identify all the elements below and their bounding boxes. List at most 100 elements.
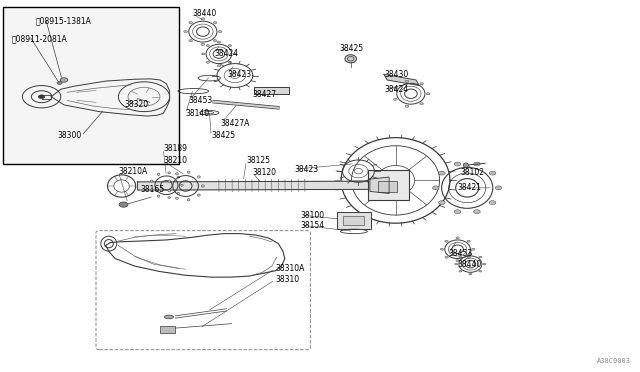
Circle shape <box>228 45 232 46</box>
Text: 38154: 38154 <box>301 221 325 230</box>
Circle shape <box>440 248 444 250</box>
Text: 38453: 38453 <box>189 96 213 105</box>
Ellipse shape <box>177 192 180 194</box>
Circle shape <box>217 41 221 43</box>
Circle shape <box>489 171 496 175</box>
Ellipse shape <box>202 185 204 187</box>
Text: 38425: 38425 <box>339 44 364 53</box>
Text: 38423: 38423 <box>294 165 319 174</box>
Circle shape <box>217 65 221 67</box>
Ellipse shape <box>168 172 170 174</box>
Circle shape <box>459 270 462 272</box>
FancyBboxPatch shape <box>337 212 371 229</box>
Circle shape <box>213 39 217 42</box>
Polygon shape <box>370 177 389 193</box>
Ellipse shape <box>164 315 173 319</box>
Circle shape <box>479 256 482 258</box>
Text: A38C0003: A38C0003 <box>596 358 630 364</box>
Circle shape <box>495 186 502 190</box>
Circle shape <box>454 162 461 166</box>
Circle shape <box>469 273 472 275</box>
Circle shape <box>438 201 445 205</box>
Circle shape <box>405 80 409 82</box>
Circle shape <box>479 270 482 272</box>
Text: 38165: 38165 <box>141 185 165 194</box>
Text: 38189: 38189 <box>163 144 187 153</box>
Circle shape <box>459 256 462 258</box>
Text: 38120: 38120 <box>253 169 277 177</box>
Circle shape <box>456 237 460 239</box>
Text: 38310A: 38310A <box>275 264 305 273</box>
Ellipse shape <box>463 163 468 167</box>
Text: 38140: 38140 <box>186 109 210 118</box>
Text: 38210A: 38210A <box>118 167 148 176</box>
Circle shape <box>433 186 439 190</box>
Text: 38427: 38427 <box>253 90 277 99</box>
Circle shape <box>206 61 209 63</box>
Text: 38424: 38424 <box>214 49 239 58</box>
FancyBboxPatch shape <box>254 87 289 94</box>
Circle shape <box>394 98 397 100</box>
Text: 38100: 38100 <box>301 211 325 219</box>
Polygon shape <box>384 74 419 86</box>
Circle shape <box>426 93 430 95</box>
Polygon shape <box>138 181 370 190</box>
Ellipse shape <box>168 190 171 192</box>
Ellipse shape <box>175 197 179 199</box>
Circle shape <box>456 260 460 262</box>
Circle shape <box>228 61 232 63</box>
Text: ⓝ08911-2081A: ⓝ08911-2081A <box>12 35 67 44</box>
Circle shape <box>455 263 458 265</box>
Text: 38453: 38453 <box>448 249 472 258</box>
Circle shape <box>489 201 496 205</box>
Text: 38210: 38210 <box>163 156 187 165</box>
Circle shape <box>189 39 193 42</box>
Text: 38423: 38423 <box>227 70 252 79</box>
Circle shape <box>420 103 424 105</box>
Circle shape <box>405 105 409 107</box>
Circle shape <box>469 253 472 255</box>
Text: 38440: 38440 <box>458 260 482 269</box>
Ellipse shape <box>187 171 190 173</box>
Text: 38421: 38421 <box>458 183 481 192</box>
FancyBboxPatch shape <box>378 181 397 192</box>
Text: 38425: 38425 <box>211 131 236 140</box>
Circle shape <box>202 53 205 55</box>
Ellipse shape <box>197 176 200 178</box>
Circle shape <box>445 240 448 242</box>
Text: 38440: 38440 <box>192 9 216 17</box>
Circle shape <box>189 22 193 24</box>
Ellipse shape <box>168 180 171 182</box>
Circle shape <box>472 248 475 250</box>
Ellipse shape <box>345 55 356 63</box>
Ellipse shape <box>150 189 153 190</box>
Circle shape <box>474 210 480 214</box>
Text: 38427A: 38427A <box>221 119 250 128</box>
Text: 38310: 38310 <box>275 275 300 284</box>
Text: 38125: 38125 <box>246 156 270 165</box>
Ellipse shape <box>150 180 153 182</box>
FancyBboxPatch shape <box>160 326 175 333</box>
FancyBboxPatch shape <box>343 216 364 225</box>
Circle shape <box>119 202 128 207</box>
Text: 38430: 38430 <box>384 70 408 79</box>
Circle shape <box>438 171 445 175</box>
Circle shape <box>60 78 68 82</box>
Circle shape <box>213 22 217 24</box>
FancyBboxPatch shape <box>368 170 409 200</box>
Ellipse shape <box>197 194 200 196</box>
Ellipse shape <box>180 184 183 186</box>
Text: 38320: 38320 <box>125 100 149 109</box>
Circle shape <box>474 162 480 166</box>
Text: 38102: 38102 <box>461 169 485 177</box>
Ellipse shape <box>157 195 160 197</box>
Circle shape <box>467 256 470 258</box>
Ellipse shape <box>177 176 180 178</box>
Circle shape <box>483 263 486 265</box>
Circle shape <box>233 53 236 55</box>
Circle shape <box>467 240 470 242</box>
FancyBboxPatch shape <box>3 7 179 164</box>
Circle shape <box>420 83 424 85</box>
Circle shape <box>218 31 222 33</box>
Circle shape <box>394 87 397 89</box>
